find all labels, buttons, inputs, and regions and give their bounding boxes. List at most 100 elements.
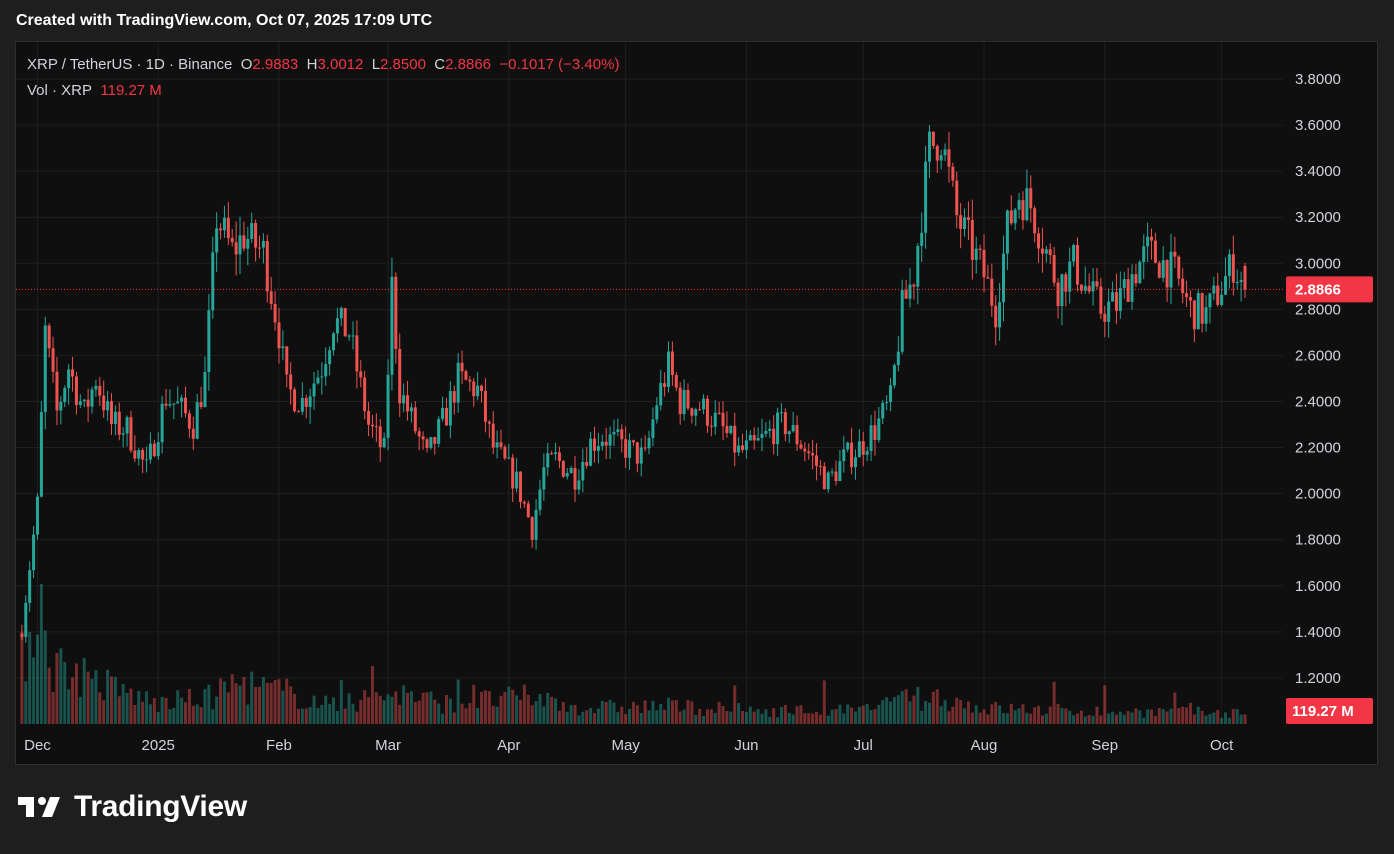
candle-body xyxy=(990,278,994,306)
candle-body xyxy=(721,412,725,427)
candle-body xyxy=(667,351,671,387)
candle-body xyxy=(1111,292,1115,302)
volume-bar xyxy=(589,707,593,724)
legend-symbol[interactable]: XRP / TetherUS · 1D · Binance xyxy=(27,56,233,73)
volume-bar xyxy=(117,696,121,724)
volume-bar xyxy=(826,715,830,724)
y-tick-label: 2.4000 xyxy=(1295,393,1341,410)
volume-bar xyxy=(538,694,542,724)
volume-bar xyxy=(779,707,783,724)
volume-bar xyxy=(1200,710,1204,724)
x-tick-label: Jul xyxy=(854,737,873,754)
candle-body xyxy=(195,402,199,439)
legend-volume-value: 119.27 M xyxy=(100,82,162,99)
volume-bar xyxy=(1231,708,1235,724)
volume-bar xyxy=(125,692,129,724)
volume-bar xyxy=(456,679,460,724)
candle-body xyxy=(822,466,826,490)
time-axis[interactable]: Dec 2025 Feb Mar Apr May Jun Jul Aug Sep Oct xyxy=(24,737,1234,754)
candle-body xyxy=(374,426,378,428)
volume-bar xyxy=(655,710,659,724)
volume-bar xyxy=(86,671,90,724)
volume-bar xyxy=(43,630,47,724)
volume-bar xyxy=(176,690,180,724)
candle-body xyxy=(994,305,998,328)
tradingview-logo[interactable]: TradingView xyxy=(18,790,247,824)
candle-body xyxy=(756,437,760,441)
candle-body xyxy=(1099,286,1103,314)
candle-body xyxy=(429,437,433,448)
volume-bar xyxy=(1165,711,1169,724)
volume-bar xyxy=(947,711,951,724)
volume-bar xyxy=(437,703,441,724)
candle-body xyxy=(1208,293,1212,308)
volume-bar xyxy=(148,704,152,724)
candle-body xyxy=(250,223,254,239)
volume-bar xyxy=(1130,712,1134,724)
volume-bar xyxy=(487,691,491,724)
volume-bar xyxy=(390,696,394,724)
candle-body xyxy=(1095,281,1099,287)
legend-ohlc-row: XRP / TetherUS · 1D · Binance O2.9883 H3… xyxy=(27,55,619,81)
candlestick-chart[interactable]: 3.8000 3.6000 3.4000 3.2000 3.0000 2.8000 2.60… xyxy=(16,42,1377,764)
candle-body xyxy=(1153,240,1157,263)
candle-body xyxy=(752,435,756,441)
candle-body xyxy=(1083,285,1087,291)
candle-body xyxy=(133,450,137,459)
volume-bar xyxy=(892,697,896,724)
candle-body xyxy=(982,249,986,278)
volume-bar xyxy=(74,663,78,724)
candle-body xyxy=(811,453,815,456)
legend-volume-label[interactable]: Vol · XRP xyxy=(27,82,93,99)
volume-bar xyxy=(121,683,125,724)
volume-bar xyxy=(616,712,620,724)
candle-body xyxy=(137,450,141,459)
candle-body xyxy=(43,325,47,413)
candle-body xyxy=(635,442,639,464)
candle-body xyxy=(1009,210,1013,224)
volume-bar xyxy=(1095,706,1099,724)
volume-bar xyxy=(495,706,499,724)
candle-body xyxy=(1107,301,1111,322)
volume-bar xyxy=(137,691,141,724)
candle-body xyxy=(787,431,791,435)
volume-bar xyxy=(254,686,258,724)
candle-body xyxy=(406,395,410,412)
volume-bar xyxy=(507,686,511,724)
legend-low-value: 2.8500 xyxy=(380,56,426,73)
candle-body xyxy=(744,440,748,450)
price-axis[interactable]: 3.8000 3.6000 3.4000 3.2000 3.0000 2.8000 2.60… xyxy=(1295,71,1341,687)
candle-body xyxy=(748,435,752,441)
volume-bar xyxy=(573,704,577,724)
x-tick-label: Mar xyxy=(375,737,401,754)
chart-frame[interactable]: 3.8000 3.6000 3.4000 3.2000 3.0000 2.8000 2.60… xyxy=(15,41,1378,765)
volume-bar xyxy=(1224,712,1228,724)
candle-body xyxy=(1114,292,1118,311)
candle-body xyxy=(1161,260,1165,278)
volume-bars xyxy=(20,584,1247,724)
candle-body xyxy=(507,457,511,459)
volume-bar xyxy=(129,688,133,724)
volume-bar xyxy=(199,707,203,724)
volume-bar xyxy=(729,711,733,724)
candle-body xyxy=(554,452,558,454)
volume-bar xyxy=(624,713,628,724)
x-tick-label: Dec xyxy=(24,737,51,754)
volume-bar xyxy=(861,705,865,724)
candle-body xyxy=(1196,293,1200,330)
candle-body xyxy=(281,346,285,349)
candle-body xyxy=(1216,285,1220,305)
volume-bar xyxy=(776,717,780,724)
candle-body xyxy=(779,412,783,414)
candle-body xyxy=(998,302,1002,328)
volume-bar xyxy=(850,707,854,724)
candle-body xyxy=(842,449,846,462)
candle-body xyxy=(1118,287,1122,311)
candle-body xyxy=(1052,254,1056,283)
volume-bar xyxy=(1173,692,1177,724)
x-tick-label: Feb xyxy=(266,737,292,754)
candle-body xyxy=(258,247,262,249)
volume-bar xyxy=(682,709,686,724)
volume-bar xyxy=(842,713,846,724)
volume-bar xyxy=(569,705,573,724)
